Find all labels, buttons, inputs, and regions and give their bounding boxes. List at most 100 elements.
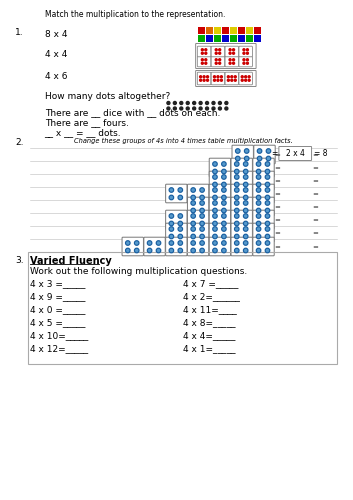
- Circle shape: [244, 162, 248, 166]
- Text: =: =: [312, 152, 318, 158]
- Circle shape: [217, 79, 219, 81]
- Circle shape: [236, 176, 238, 178]
- Circle shape: [244, 196, 248, 200]
- Circle shape: [256, 214, 261, 218]
- Bar: [253, 27, 261, 34]
- Text: =: =: [274, 192, 280, 198]
- Circle shape: [214, 242, 216, 244]
- Circle shape: [267, 228, 269, 230]
- Text: Match the multiplication to the representation.: Match the multiplication to the represen…: [44, 10, 225, 19]
- FancyBboxPatch shape: [253, 158, 274, 177]
- Circle shape: [246, 158, 248, 160]
- Text: =: =: [312, 244, 318, 250]
- Circle shape: [191, 227, 195, 231]
- Circle shape: [192, 196, 194, 198]
- Circle shape: [245, 189, 247, 191]
- Circle shape: [213, 208, 217, 212]
- Circle shape: [244, 214, 248, 218]
- Circle shape: [265, 175, 270, 179]
- Circle shape: [267, 189, 269, 191]
- Circle shape: [213, 241, 217, 245]
- Circle shape: [213, 182, 217, 186]
- Circle shape: [245, 250, 247, 252]
- Text: =: =: [312, 166, 318, 172]
- Circle shape: [213, 227, 217, 231]
- Circle shape: [200, 241, 204, 245]
- Circle shape: [265, 248, 270, 252]
- Circle shape: [214, 79, 215, 81]
- Circle shape: [219, 107, 221, 110]
- Circle shape: [256, 234, 261, 238]
- Circle shape: [258, 215, 259, 217]
- Circle shape: [149, 250, 151, 252]
- Circle shape: [234, 76, 236, 78]
- Circle shape: [248, 79, 250, 81]
- Circle shape: [258, 250, 259, 252]
- Text: =: =: [271, 149, 277, 158]
- Circle shape: [235, 222, 239, 226]
- Circle shape: [235, 175, 239, 179]
- Circle shape: [213, 214, 217, 218]
- Circle shape: [179, 196, 181, 198]
- FancyBboxPatch shape: [253, 197, 274, 216]
- Circle shape: [201, 189, 203, 191]
- Circle shape: [213, 188, 217, 192]
- Text: =: =: [274, 204, 280, 210]
- Circle shape: [266, 149, 271, 153]
- Text: How many dots altogether?: How many dots altogether?: [44, 92, 170, 101]
- Circle shape: [243, 58, 245, 60]
- Circle shape: [170, 236, 172, 238]
- Circle shape: [267, 184, 269, 186]
- Circle shape: [170, 242, 172, 244]
- Circle shape: [201, 62, 203, 64]
- FancyBboxPatch shape: [253, 184, 274, 203]
- FancyBboxPatch shape: [211, 46, 225, 57]
- Text: Work out the following multiplication questions.: Work out the following multiplication qu…: [30, 267, 247, 276]
- Circle shape: [192, 202, 194, 204]
- Circle shape: [219, 49, 221, 51]
- FancyBboxPatch shape: [231, 237, 252, 256]
- Circle shape: [222, 175, 226, 179]
- Circle shape: [245, 210, 247, 212]
- Circle shape: [213, 162, 217, 166]
- Circle shape: [201, 49, 203, 51]
- Circle shape: [236, 210, 238, 212]
- Circle shape: [136, 250, 138, 252]
- Circle shape: [134, 241, 139, 245]
- Circle shape: [223, 228, 225, 230]
- Circle shape: [178, 188, 183, 192]
- Circle shape: [219, 102, 221, 104]
- Circle shape: [222, 182, 226, 186]
- Circle shape: [267, 250, 269, 252]
- Circle shape: [219, 62, 221, 64]
- Circle shape: [229, 62, 231, 64]
- Circle shape: [258, 236, 259, 238]
- Circle shape: [241, 79, 243, 81]
- Circle shape: [217, 76, 219, 78]
- Circle shape: [243, 62, 245, 64]
- Circle shape: [237, 158, 239, 160]
- Text: 8 x 4: 8 x 4: [44, 30, 67, 39]
- Circle shape: [267, 210, 269, 212]
- Circle shape: [244, 248, 248, 252]
- Circle shape: [170, 196, 172, 198]
- Circle shape: [257, 149, 262, 153]
- Circle shape: [201, 236, 203, 238]
- Circle shape: [235, 149, 240, 153]
- Circle shape: [179, 222, 181, 224]
- Circle shape: [170, 222, 172, 224]
- Circle shape: [179, 242, 181, 244]
- Circle shape: [157, 242, 160, 244]
- Circle shape: [167, 107, 170, 110]
- Circle shape: [265, 234, 270, 238]
- Circle shape: [157, 250, 160, 252]
- FancyBboxPatch shape: [253, 171, 274, 190]
- Circle shape: [237, 150, 239, 152]
- Circle shape: [201, 52, 203, 54]
- Circle shape: [170, 250, 172, 252]
- Circle shape: [244, 234, 248, 238]
- FancyBboxPatch shape: [122, 237, 143, 256]
- Circle shape: [227, 79, 229, 81]
- Text: 4 x 8=_____: 4 x 8=_____: [183, 318, 236, 327]
- Circle shape: [203, 76, 205, 78]
